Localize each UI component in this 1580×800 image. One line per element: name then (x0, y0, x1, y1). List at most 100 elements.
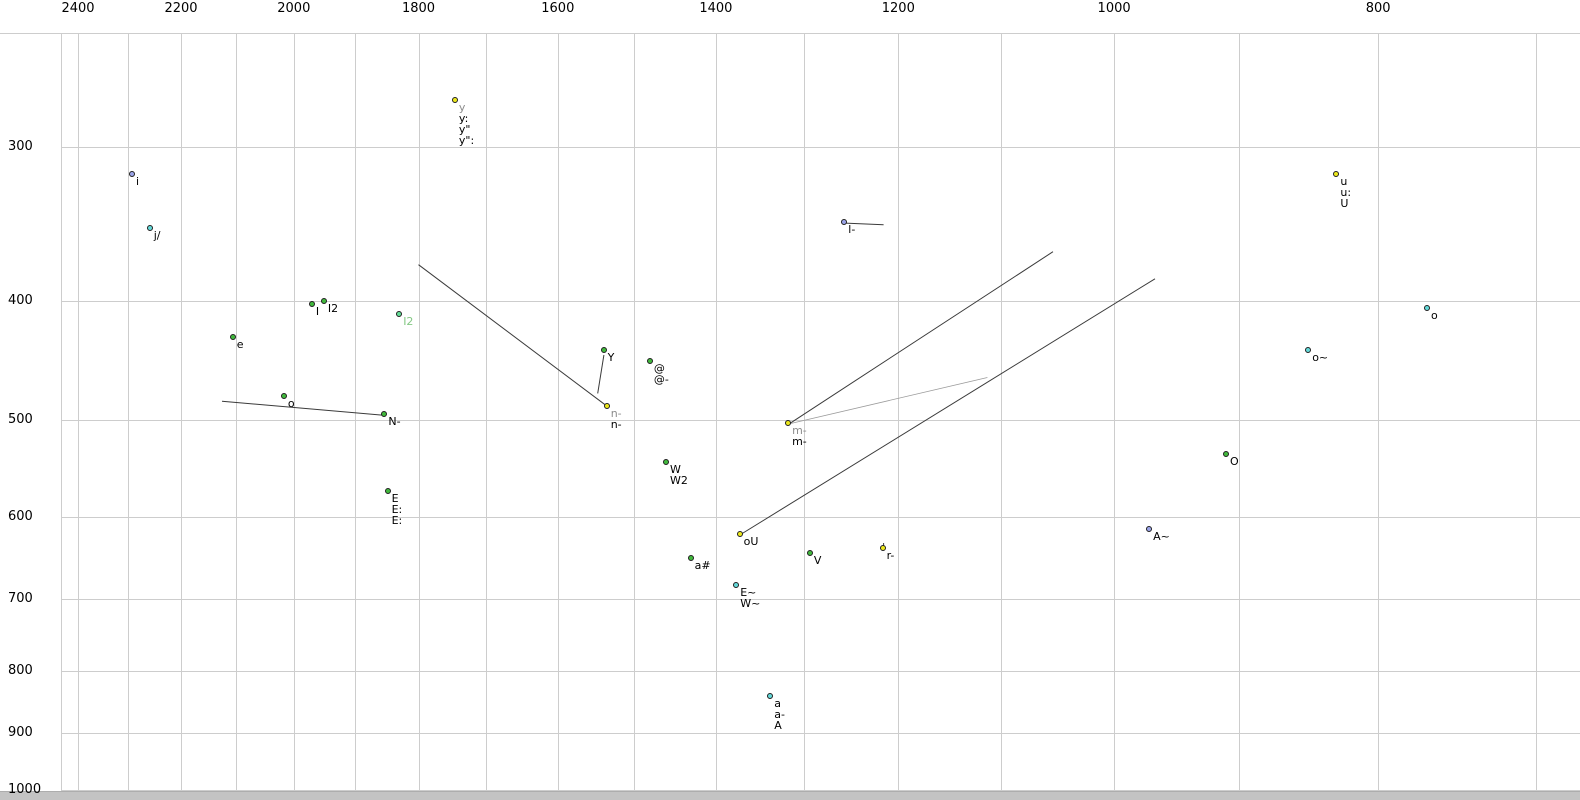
window-bottom-edge (0, 791, 1580, 800)
gridline-x-1400 (715, 33, 717, 790)
point-labels-r: r- (887, 550, 895, 561)
point-u[interactable] (1333, 170, 1340, 177)
point-E-nas[interactable] (733, 582, 740, 589)
point-labels-l: l- (848, 224, 855, 235)
x-tick-1200: 1200 (881, 1, 915, 16)
point-label: a- (774, 707, 786, 721)
point-labels-o1: o (288, 398, 295, 409)
point-label: W~ (740, 597, 761, 611)
point-label: o (287, 396, 295, 410)
point-labels-I2b: I2 (403, 316, 413, 327)
point-label: Y (607, 351, 615, 365)
point-label: e (236, 337, 244, 351)
point-N[interactable] (381, 411, 388, 418)
point-m[interactable] (785, 419, 792, 426)
point-label: A~ (1153, 530, 1170, 544)
point-O[interactable] (1223, 450, 1229, 457)
trajectory-m-1 (788, 251, 1054, 425)
point-label: N- (388, 415, 401, 429)
y-tick-900: 900 (8, 725, 33, 741)
point-o1[interactable] (280, 392, 287, 399)
point-label: a# (694, 558, 711, 572)
point-labels-W: W W2 (670, 464, 688, 486)
point-label: y (458, 100, 466, 114)
point-V[interactable] (806, 549, 813, 556)
point-label: E: (391, 503, 403, 517)
point-label: y" (458, 122, 471, 136)
y-tick-600: 600 (8, 509, 33, 524)
point-label: u: (1340, 185, 1352, 199)
trajectory-m-2 (789, 377, 988, 425)
point-labels-y: y y: y" y": (459, 102, 474, 146)
gridline-x-2300 (128, 33, 130, 790)
trajectory-n (418, 264, 609, 408)
x-tick-1000: 1000 (1097, 1, 1131, 16)
x-tick-1600: 1600 (541, 1, 575, 16)
point-label: @ (653, 362, 665, 376)
point-j[interactable] (146, 225, 153, 232)
point-oU[interactable] (736, 530, 743, 537)
point-labels-e: e (237, 339, 244, 350)
point-labels-I2: I2 (328, 303, 338, 314)
point-r[interactable] (879, 544, 886, 551)
point-label: O (1230, 454, 1239, 468)
point-I2[interactable] (320, 297, 327, 304)
point-label: m- (792, 434, 807, 448)
gridline-x-700 (1536, 33, 1538, 790)
gridline-y-900 (61, 733, 1580, 735)
point-label: n- (610, 417, 622, 431)
point-I[interactable] (308, 300, 315, 307)
point-I2b[interactable] (396, 311, 403, 317)
point-l[interactable] (841, 219, 848, 226)
point-labels-n: n-n- (611, 408, 622, 430)
point-o2[interactable] (1424, 304, 1430, 311)
point-e[interactable] (229, 333, 236, 340)
point-A-nas[interactable] (1146, 526, 1153, 533)
point-label: @- (653, 373, 669, 387)
x-tick-2000: 2000 (277, 1, 311, 16)
point-schwa[interactable] (646, 358, 653, 365)
gridline-y-600 (61, 517, 1580, 518)
x-tick-2400: 2400 (61, 1, 95, 16)
point-labels-schwa: @ @- (654, 363, 669, 385)
point-a[interactable] (767, 692, 774, 699)
gridline-y-500 (61, 419, 1580, 421)
gridline-y-1000 (61, 789, 1580, 791)
gridline-x-800 (1378, 33, 1380, 790)
point-a-hash[interactable] (687, 554, 694, 561)
point-y[interactable] (451, 96, 458, 103)
gridline-x-2400 (78, 33, 79, 790)
y-tick-700: 700 (8, 591, 33, 607)
point-label: I2 (403, 315, 414, 328)
point-labels-o-nas: o~ (1312, 352, 1328, 363)
point-label: i (136, 174, 140, 188)
y-tick-800: 800 (8, 662, 33, 678)
point-label: W (670, 462, 681, 476)
point-label: y: (458, 111, 469, 125)
point-label: W2 (670, 473, 688, 487)
gridline-y-800 (61, 670, 1580, 672)
point-i[interactable] (129, 170, 135, 177)
point-label: U (1340, 196, 1349, 210)
gridline-y-400 (61, 300, 1580, 302)
y-tick-1000: 1000 (8, 781, 42, 797)
y-tick-400: 400 (8, 292, 33, 308)
x-tick-2200: 2200 (164, 1, 198, 16)
point-label: E: (391, 514, 403, 528)
point-labels-j: j/ (154, 230, 161, 241)
point-labels-O: O (1230, 456, 1239, 467)
point-label: V (813, 553, 822, 567)
trajectory-Y (597, 354, 605, 394)
point-label: o~ (1312, 351, 1329, 365)
point-label: n- (610, 406, 622, 420)
point-label: l- (848, 223, 856, 237)
point-labels-m: m-m- (792, 425, 807, 447)
gridline-x-1600 (557, 33, 559, 790)
point-W[interactable] (663, 458, 669, 465)
point-n[interactable] (603, 402, 610, 409)
point-labels-u: u u: U (1340, 176, 1351, 209)
point-Y[interactable] (600, 347, 607, 354)
point-label: a (774, 696, 782, 710)
point-o-nas[interactable] (1305, 347, 1312, 354)
point-E[interactable] (384, 488, 391, 495)
